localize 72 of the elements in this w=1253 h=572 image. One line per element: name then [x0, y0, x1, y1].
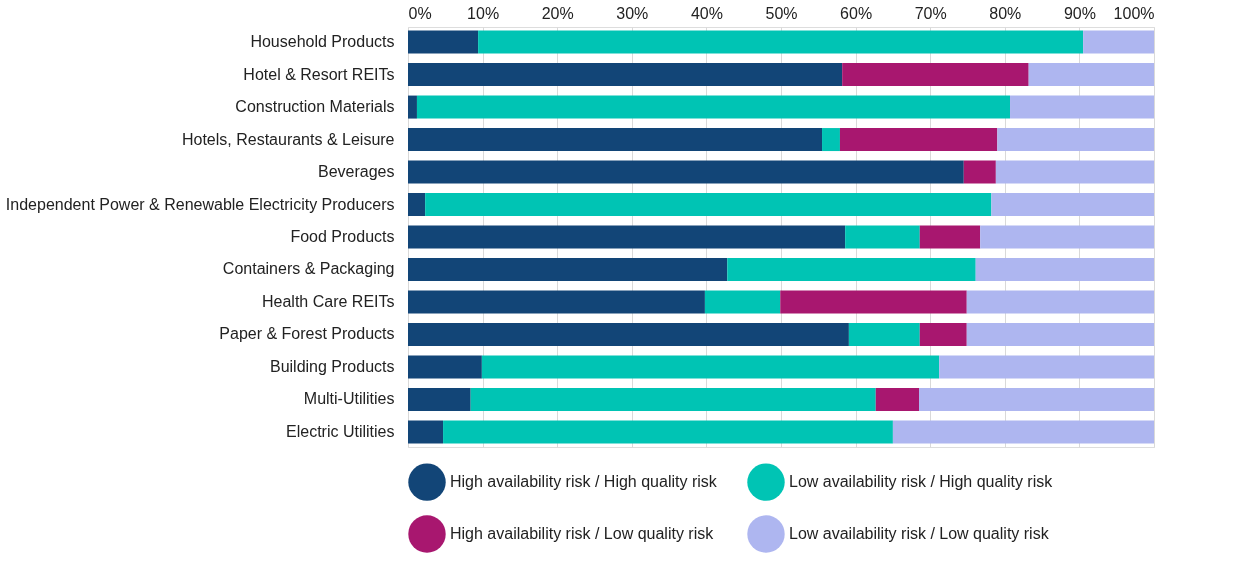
bar [478, 30, 1084, 54]
bar [839, 128, 998, 152]
bar [780, 290, 967, 314]
y-tick-label: Multi-Utilities [303, 390, 395, 408]
bar [408, 257, 728, 281]
bar [980, 225, 1154, 249]
y-tick-label: Building Products [269, 357, 395, 375]
bar [704, 290, 781, 314]
x-tick-label: 40% [690, 4, 723, 22]
x-tick-label: 10% [467, 4, 500, 22]
bar [845, 225, 920, 249]
legend-label: High availability risk / High quality risk [450, 473, 718, 491]
bar [892, 420, 1154, 444]
bar [963, 160, 996, 184]
bar [991, 193, 1154, 217]
bar [875, 387, 920, 411]
legend-label: Low availability risk / High quality risk [789, 473, 1054, 491]
bar [443, 420, 893, 444]
y-tick-label: Food Products [290, 228, 395, 245]
bar [1028, 63, 1154, 87]
legend-label: Low availability risk / Low quality risk [789, 525, 1050, 542]
bar [481, 355, 940, 379]
y-tick-label: Hotel & Resort REITs [243, 65, 395, 83]
bar [408, 387, 471, 411]
x-tick-label: 30% [616, 4, 649, 22]
x-tick-label: 50% [765, 4, 798, 22]
bar [408, 30, 479, 54]
y-tick-label: Paper & Forest Products [219, 325, 395, 343]
bar [919, 225, 981, 249]
bar [408, 63, 843, 87]
bar [425, 193, 992, 217]
y-tick-label: Electric Utilities [286, 422, 395, 440]
bar [408, 225, 846, 249]
y-tick-label: Health Care REITs [262, 292, 395, 310]
bar [408, 322, 849, 346]
bar [1010, 95, 1154, 119]
bar [408, 290, 705, 314]
x-tick-label: 100% [1113, 4, 1155, 22]
x-tick-label: 90% [1063, 4, 1096, 22]
bar [727, 257, 976, 281]
bar [408, 420, 444, 444]
x-tick-label: 0% [408, 4, 432, 22]
bar [995, 160, 1154, 184]
y-tick-label: Beverages [318, 163, 395, 181]
bar [408, 95, 417, 119]
bar [408, 355, 482, 379]
bar [408, 160, 964, 184]
x-tick-label: 80% [989, 4, 1022, 22]
bar [939, 355, 1154, 379]
bar [966, 290, 1154, 314]
bar [919, 387, 1154, 411]
bar [1083, 30, 1154, 54]
bar [997, 128, 1154, 152]
y-tick-label: Hotels, Restaurants & Leisure [181, 130, 395, 148]
bar [919, 322, 967, 346]
y-tick-label: Independent Power & Renewable Electricity Producers [5, 195, 395, 213]
y-tick-label: Household Products [250, 33, 395, 51]
bar [822, 128, 840, 152]
x-tick-label: 20% [541, 4, 574, 22]
y-tick-label: Containers & Packaging [222, 260, 395, 278]
bar [842, 63, 1029, 87]
x-tick-label: 70% [914, 4, 947, 22]
x-tick-label: 60% [840, 4, 873, 22]
bar [470, 387, 876, 411]
bar [975, 257, 1154, 281]
bar [408, 193, 426, 217]
bar [416, 95, 1011, 119]
bar [408, 128, 823, 152]
bar [848, 322, 920, 346]
bar [966, 322, 1154, 346]
legend-label: High availability risk / Low quality risk [450, 525, 715, 542]
y-tick-label: Construction Materials [235, 98, 395, 116]
